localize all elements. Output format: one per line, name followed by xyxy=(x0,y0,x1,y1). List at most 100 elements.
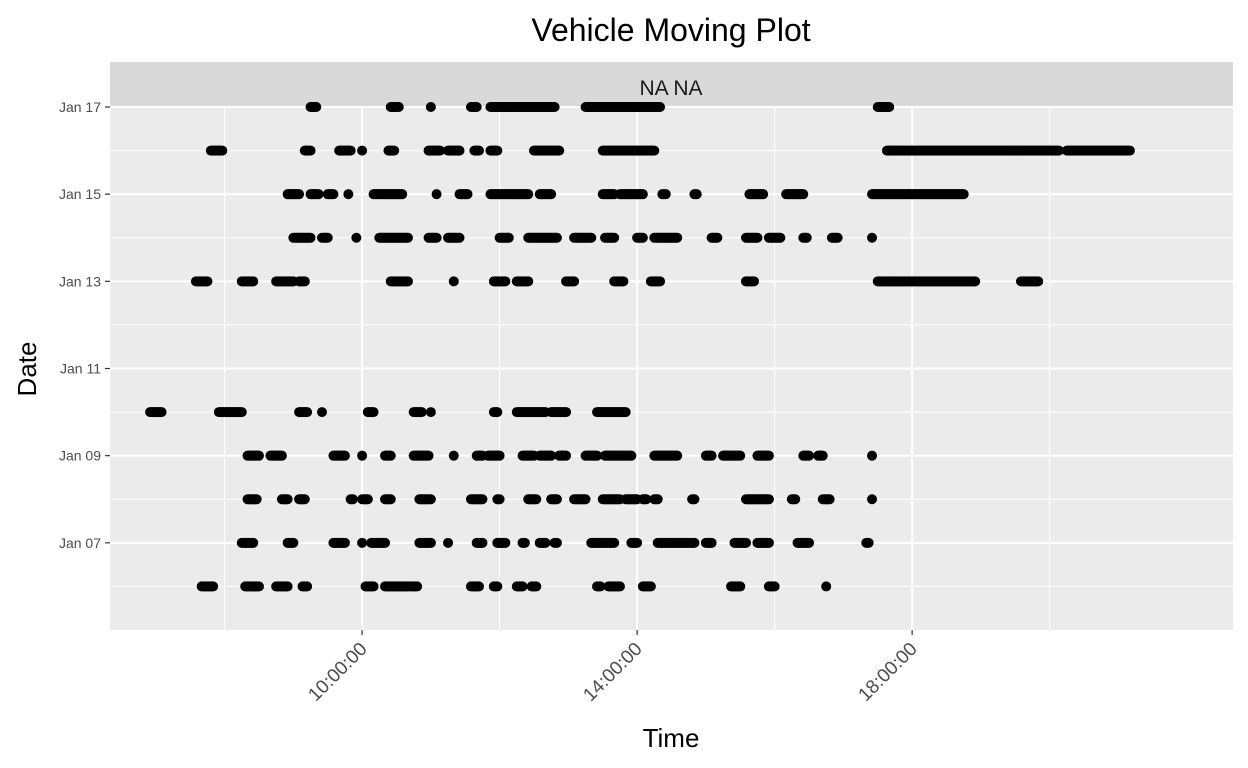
chart-title: Vehicle Moving Plot xyxy=(531,12,810,48)
data-point xyxy=(1053,145,1064,156)
data-point xyxy=(389,145,400,156)
data-point xyxy=(554,145,565,156)
data-point xyxy=(345,145,356,156)
data-point xyxy=(322,232,333,243)
data-point xyxy=(618,276,629,287)
data-point xyxy=(477,537,488,548)
data-point xyxy=(531,494,542,505)
data-point xyxy=(494,494,505,505)
data-point xyxy=(749,276,760,287)
data-point xyxy=(423,450,434,461)
data-point xyxy=(402,232,413,243)
data-point xyxy=(302,581,313,592)
data-point xyxy=(523,189,534,200)
data-point xyxy=(425,102,436,112)
data-point xyxy=(313,189,324,200)
data-point xyxy=(492,407,503,418)
data-point xyxy=(328,189,339,200)
data-point xyxy=(217,145,228,156)
data-point xyxy=(817,450,828,461)
y-tick-label: Jan 17 xyxy=(59,99,101,115)
data-point xyxy=(380,537,391,548)
data-point xyxy=(867,450,878,461)
data-point xyxy=(208,581,219,592)
data-point xyxy=(660,189,671,200)
data-point xyxy=(368,407,379,418)
data-point xyxy=(494,450,505,461)
data-point xyxy=(347,494,358,505)
data-point xyxy=(531,581,542,592)
data-point xyxy=(500,276,511,287)
data-point xyxy=(614,581,625,592)
data-point xyxy=(958,189,969,200)
y-tick-label: Jan 13 xyxy=(59,273,101,289)
x-tick-label: 18:00:00 xyxy=(855,639,922,706)
facet-strip xyxy=(110,62,1233,107)
data-point xyxy=(546,189,557,200)
data-point xyxy=(305,232,316,243)
data-point xyxy=(790,494,801,505)
data-point xyxy=(454,232,465,243)
data-point xyxy=(316,407,327,418)
data-point xyxy=(425,407,436,418)
x-axis: 10:00:00 14:00:00 18:00:00 xyxy=(304,630,922,706)
data-point xyxy=(448,450,459,461)
data-point xyxy=(763,537,774,548)
data-point xyxy=(362,494,373,505)
y-axis: Jan 07 Jan 09 Jan 11 Jan 13 Jan 15 Jan 17 xyxy=(59,99,110,551)
data-point xyxy=(884,102,895,112)
data-point xyxy=(632,537,643,548)
data-point xyxy=(540,537,551,548)
data-point xyxy=(551,232,562,243)
data-point xyxy=(832,232,843,243)
data-point xyxy=(637,189,648,200)
data-point xyxy=(385,450,396,461)
data-point xyxy=(689,537,700,548)
data-point xyxy=(706,450,717,461)
data-point xyxy=(763,450,774,461)
x-axis-title: Time xyxy=(643,723,700,753)
data-point xyxy=(425,537,436,548)
data-point xyxy=(156,407,167,418)
data-point xyxy=(473,581,484,592)
data-point xyxy=(672,232,683,243)
data-point xyxy=(740,537,751,548)
data-point xyxy=(867,494,878,505)
data-point xyxy=(368,581,379,592)
facet-strip-label: NA NA xyxy=(639,77,702,100)
data-point xyxy=(689,494,700,505)
data-point xyxy=(620,407,631,418)
y-tick-label: Jan 07 xyxy=(59,535,101,551)
data-point xyxy=(343,189,354,200)
data-point xyxy=(551,537,562,548)
y-axis-title: Date xyxy=(12,342,42,397)
data-point xyxy=(305,145,316,156)
data-point xyxy=(652,494,663,505)
data-point xyxy=(804,450,815,461)
data-point xyxy=(706,537,717,548)
data-point xyxy=(592,450,603,461)
data-point xyxy=(248,537,259,548)
data-point xyxy=(503,232,514,243)
data-point xyxy=(473,145,484,156)
data-point xyxy=(595,581,606,592)
data-point xyxy=(551,494,562,505)
data-point xyxy=(357,450,368,461)
data-point xyxy=(385,494,396,505)
data-point xyxy=(236,407,247,418)
data-point xyxy=(302,407,313,418)
data-point xyxy=(299,494,310,505)
data-point xyxy=(253,450,264,461)
data-point xyxy=(253,581,264,592)
data-point xyxy=(202,276,213,287)
data-point xyxy=(970,276,981,287)
data-point xyxy=(863,537,874,548)
data-point xyxy=(492,581,503,592)
data-points xyxy=(145,102,1135,592)
data-point xyxy=(609,232,620,243)
data-point xyxy=(397,189,408,200)
data-point xyxy=(248,276,259,287)
data-point xyxy=(626,450,637,461)
data-point xyxy=(462,189,473,200)
data-point xyxy=(282,581,293,592)
